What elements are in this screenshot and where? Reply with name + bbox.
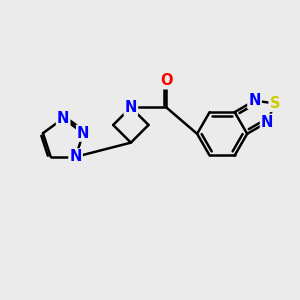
Text: N: N	[77, 126, 89, 141]
Text: N: N	[248, 93, 261, 108]
Text: O: O	[160, 73, 172, 88]
Text: N: N	[69, 149, 82, 164]
Text: S: S	[270, 96, 280, 111]
Text: N: N	[125, 100, 137, 115]
Text: N: N	[261, 115, 273, 130]
Text: N: N	[57, 111, 69, 126]
